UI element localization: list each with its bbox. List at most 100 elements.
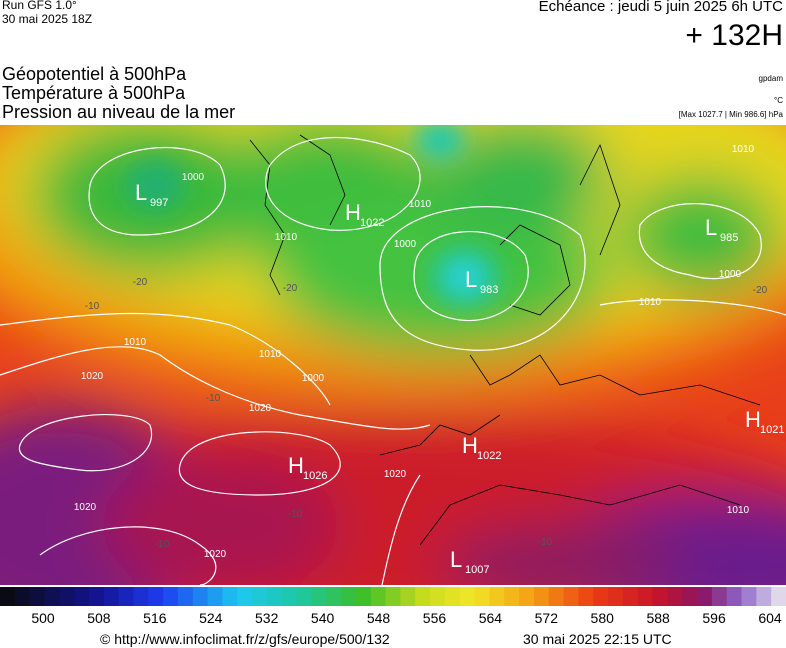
temperature-label: -10 — [155, 539, 170, 550]
colorbar-swatch — [533, 587, 550, 606]
isobar-label: 1010 — [409, 199, 432, 210]
colorbar-swatch — [281, 587, 298, 606]
temperature-label: -10 — [206, 393, 221, 404]
colorbar-swatch — [148, 587, 164, 606]
colorbar-tick-label: 500 — [31, 610, 55, 626]
colorbar-swatch — [44, 587, 60, 606]
colorbar-swatch — [608, 587, 624, 606]
center-letter: L — [705, 215, 717, 240]
colorbar-swatch — [444, 587, 461, 606]
pressure-center: H 1026 — [288, 453, 327, 482]
colorbar-tick-label: 604 — [758, 610, 782, 626]
isobars — [0, 137, 786, 585]
colorbar-swatch — [311, 587, 327, 606]
isobar-label: 1010 — [732, 144, 755, 155]
colorbar-swatch — [163, 587, 179, 606]
colorbar-swatch — [593, 587, 609, 606]
colorbar-swatch — [563, 587, 579, 606]
run-label: Run GFS 1.0° — [2, 0, 77, 12]
colorbar-swatch — [192, 587, 209, 606]
colorbar-swatch — [266, 587, 283, 606]
colorbar-swatch — [504, 587, 520, 606]
colorbar-swatch — [548, 587, 565, 606]
colorbar-swatch — [326, 587, 342, 606]
temperature-label: -20 — [283, 283, 298, 294]
temperature-label: -10 — [85, 301, 100, 312]
colorbar-swatch — [771, 587, 786, 606]
isobar-label: 1010 — [639, 297, 662, 308]
pressure-center: H 1022 — [345, 200, 384, 229]
colorbar-swatch — [237, 587, 253, 606]
colorbar-swatch — [652, 587, 668, 606]
colorbar-tick-label: 524 — [199, 610, 223, 626]
colorbar-swatch — [103, 587, 120, 606]
lead-time: + 132H — [685, 19, 783, 52]
colorbar-swatch — [519, 587, 535, 606]
pressure-center: L 983 — [465, 267, 498, 296]
center-letter: H — [345, 200, 361, 225]
issued-time: 30 mai 2025 22:15 UTC — [523, 631, 672, 647]
colorbar-swatch — [29, 587, 45, 606]
isobar-label: 1020 — [81, 371, 104, 382]
colorbar-swatch — [756, 587, 772, 606]
colorbar-swatch — [578, 587, 594, 606]
center-letter: H — [745, 407, 761, 432]
colorbar-tick-label: 508 — [87, 610, 111, 626]
colorbar-swatch — [726, 587, 743, 606]
colorbar-swatch — [252, 587, 268, 606]
field-title: Température à 500hPa — [2, 83, 186, 103]
isobar-label: 1020 — [249, 403, 272, 414]
colorbar-swatch — [667, 587, 683, 606]
colorbar-swatch — [355, 587, 372, 606]
isobar-label: 1010 — [124, 337, 147, 348]
colorbar-tick-label: 596 — [702, 610, 726, 626]
colorbar-swatch — [400, 587, 416, 606]
center-letter: L — [465, 267, 477, 292]
center-value: 983 — [480, 284, 498, 296]
temperature-label: -20 — [753, 285, 768, 296]
colorbar-swatch — [682, 587, 698, 606]
colorbar-swatch — [14, 587, 31, 606]
colorbar-tick-label: 580 — [591, 610, 615, 626]
colorbar-swatch — [88, 587, 105, 606]
field-title: Géopotentiel à 500hPa — [2, 64, 187, 84]
center-value: 1022 — [477, 450, 501, 462]
isobar-label: 1010 — [727, 505, 750, 516]
temperature-label: -10 — [288, 509, 303, 520]
unit-temperature: °C — [774, 96, 783, 105]
isobar-label: 1020 — [74, 502, 97, 513]
colorbar-swatch — [474, 587, 490, 606]
pressure-center: L 997 — [135, 180, 168, 209]
center-letter: L — [135, 180, 147, 205]
isobar-label: 1020 — [384, 469, 407, 480]
colorbar-tick-label: 540 — [311, 610, 335, 626]
colorbar-swatch — [207, 587, 223, 606]
colorbar-tick-label: 548 — [367, 610, 391, 626]
center-value: 997 — [150, 197, 168, 209]
pressure-center: H 1022 — [462, 433, 501, 462]
colorbar-swatch — [74, 587, 90, 606]
isobar-label: 1000 — [394, 239, 417, 250]
colorbar-tick-label: 516 — [143, 610, 167, 626]
colorbar-swatch — [711, 587, 728, 606]
coastlines — [249, 134, 761, 546]
center-value: 1026 — [303, 470, 327, 482]
temperature-label: -10 — [538, 537, 553, 548]
colorbar-swatch — [415, 587, 431, 606]
colorbar-swatch — [133, 587, 149, 606]
center-letter: H — [288, 453, 304, 478]
center-value: 1022 — [360, 217, 384, 229]
field-shading — [0, 125, 786, 585]
run-date: 30 mai 2025 18Z — [2, 12, 93, 26]
colorbar-swatch — [697, 587, 713, 606]
colorbar-swatch — [0, 587, 16, 606]
colorbar-tick-label: 564 — [479, 610, 503, 626]
temperature-label: -20 — [133, 277, 148, 288]
isobar-label: 1020 — [204, 549, 227, 560]
colorbar-swatch — [385, 587, 401, 606]
center-value: 1007 — [465, 564, 489, 576]
unit-geopotential: gpdam — [758, 74, 783, 83]
colorbar-swatch — [177, 587, 194, 606]
